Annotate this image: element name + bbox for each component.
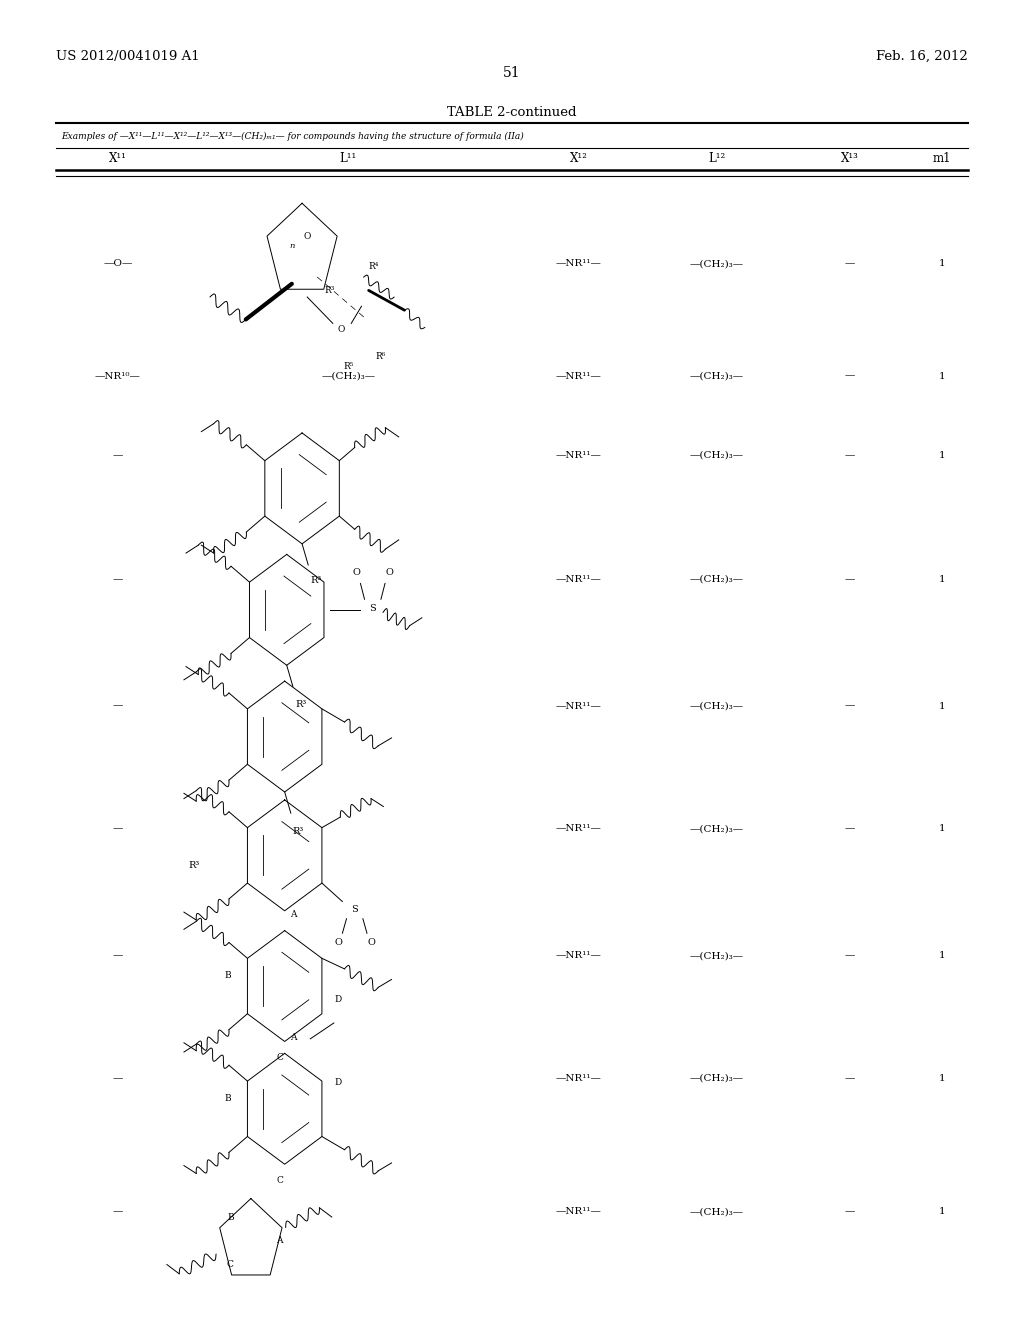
Text: —: — [845, 1074, 855, 1082]
Text: R³: R³ [295, 701, 306, 709]
Text: —: — [845, 1208, 855, 1216]
Text: 1: 1 [939, 451, 945, 459]
Text: X¹²: X¹² [569, 152, 588, 165]
Text: Examples of —X¹¹—L¹¹—X¹²—L¹²—X¹³—(CH₂)ₘ₁— for compounds having the structure of : Examples of —X¹¹—L¹¹—X¹²—L¹²—X¹³—(CH₂)ₘ₁… [61, 132, 524, 141]
Text: —(CH₂)₃—: —(CH₂)₃— [690, 1208, 743, 1216]
Text: TABLE 2-continued: TABLE 2-continued [447, 106, 577, 119]
Text: m1: m1 [933, 152, 951, 165]
Text: —(CH₂)₃—: —(CH₂)₃— [322, 372, 375, 380]
Text: R⁶: R⁶ [376, 352, 386, 360]
Text: —: — [845, 451, 855, 459]
Text: R³: R³ [325, 286, 335, 294]
Text: —(CH₂)₃—: —(CH₂)₃— [690, 260, 743, 268]
Text: S: S [370, 605, 376, 612]
Text: A: A [290, 1034, 296, 1041]
Text: —: — [113, 702, 123, 710]
Text: —(CH₂)₃—: —(CH₂)₃— [690, 702, 743, 710]
Text: —: — [845, 825, 855, 833]
Text: —(CH₂)₃—: —(CH₂)₃— [690, 952, 743, 960]
Text: —NR¹¹—: —NR¹¹— [556, 451, 601, 459]
Text: 1: 1 [939, 260, 945, 268]
Text: X¹¹: X¹¹ [109, 152, 127, 165]
Text: —NR¹¹—: —NR¹¹— [556, 1074, 601, 1082]
Text: C: C [276, 1053, 283, 1061]
Text: —: — [113, 451, 123, 459]
Text: X¹³: X¹³ [841, 152, 859, 165]
Text: —: — [113, 1074, 123, 1082]
Text: —NR¹⁰—: —NR¹⁰— [95, 372, 140, 380]
Text: D: D [334, 1078, 342, 1086]
Text: —: — [113, 576, 123, 583]
Text: —(CH₂)₃—: —(CH₂)₃— [690, 576, 743, 583]
Text: O: O [352, 569, 360, 577]
Text: —NR¹¹—: —NR¹¹— [556, 825, 601, 833]
Text: n: n [289, 242, 295, 249]
Text: —(CH₂)₃—: —(CH₂)₃— [690, 451, 743, 459]
Text: —: — [113, 1208, 123, 1216]
Text: R⁴: R⁴ [369, 263, 379, 271]
Text: Feb. 16, 2012: Feb. 16, 2012 [876, 50, 968, 63]
Text: —NR¹¹—: —NR¹¹— [556, 702, 601, 710]
Text: L¹²: L¹² [709, 152, 725, 165]
Text: L¹¹: L¹¹ [340, 152, 356, 165]
Text: 1: 1 [939, 1074, 945, 1082]
Text: A: A [290, 911, 296, 919]
Text: —(CH₂)₃—: —(CH₂)₃— [690, 1074, 743, 1082]
Text: —NR¹¹—: —NR¹¹— [556, 372, 601, 380]
Text: 1: 1 [939, 576, 945, 583]
Text: O: O [303, 232, 311, 242]
Text: —NR¹¹—: —NR¹¹— [556, 260, 601, 268]
Text: O: O [335, 939, 342, 946]
Text: A: A [276, 1237, 283, 1245]
Text: —: — [113, 952, 123, 960]
Text: 1: 1 [939, 1208, 945, 1216]
Text: —: — [113, 825, 123, 833]
Text: 1: 1 [939, 825, 945, 833]
Text: —: — [845, 576, 855, 583]
Text: D: D [334, 995, 342, 1003]
Text: 1: 1 [939, 952, 945, 960]
Text: B: B [224, 1094, 230, 1102]
Text: C: C [227, 1261, 233, 1269]
Text: —NR¹¹—: —NR¹¹— [556, 1208, 601, 1216]
Text: —(CH₂)₃—: —(CH₂)₃— [690, 825, 743, 833]
Text: R³: R³ [310, 577, 322, 585]
Text: —: — [845, 260, 855, 268]
Text: 1: 1 [939, 372, 945, 380]
Text: —NR¹¹—: —NR¹¹— [556, 576, 601, 583]
Text: B: B [227, 1213, 233, 1221]
Text: —NR¹¹—: —NR¹¹— [556, 952, 601, 960]
Text: R³: R³ [293, 828, 304, 836]
Text: B: B [224, 972, 230, 979]
Text: US 2012/0041019 A1: US 2012/0041019 A1 [56, 50, 200, 63]
Text: O: O [337, 326, 345, 334]
Text: —: — [845, 372, 855, 380]
Text: O: O [368, 939, 375, 946]
Text: 1: 1 [939, 702, 945, 710]
Text: —O—: —O— [103, 260, 132, 268]
Text: S: S [351, 906, 358, 913]
Text: R⁵: R⁵ [343, 363, 353, 371]
Text: —(CH₂)₃—: —(CH₂)₃— [690, 372, 743, 380]
Text: C: C [276, 1176, 283, 1184]
Text: —: — [845, 952, 855, 960]
Text: O: O [385, 569, 393, 577]
Text: R³: R³ [188, 862, 200, 870]
Text: —: — [845, 702, 855, 710]
Text: 51: 51 [503, 66, 521, 81]
